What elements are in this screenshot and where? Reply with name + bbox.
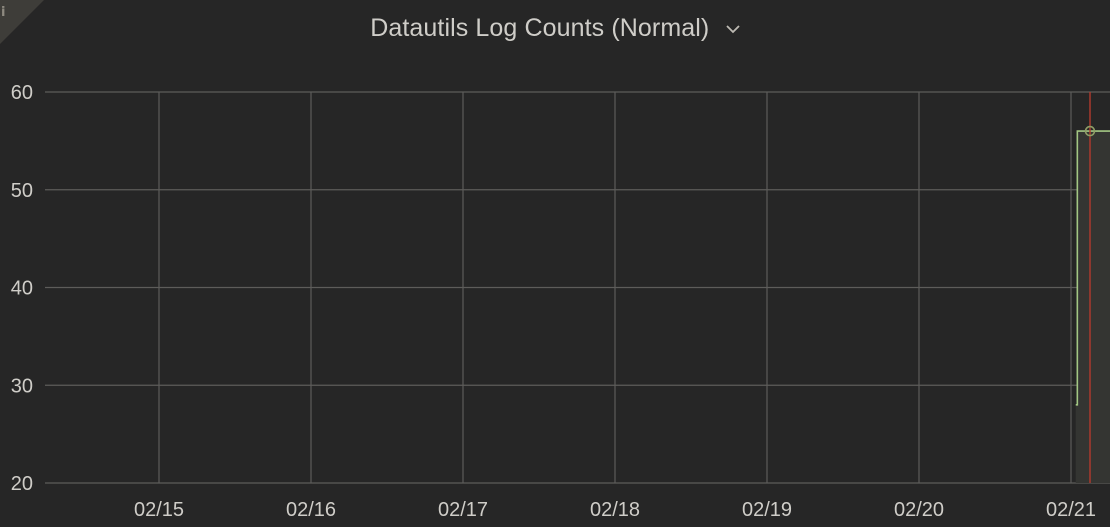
y-tick-label: 50 <box>11 180 33 202</box>
hover-point[interactable] <box>1084 125 1096 137</box>
x-tick-label: 02/19 <box>742 499 792 521</box>
x-tick-label: 02/20 <box>894 499 944 521</box>
y-tick-label: 20 <box>11 473 33 495</box>
series-lines <box>1075 130 1110 406</box>
x-axis-tick-labels: 02/15 02/16 02/17 02/18 02/19 02/20 02/21 <box>134 499 1096 521</box>
x-tick-label: 02/16 <box>286 499 336 521</box>
info-icon[interactable]: i <box>1 5 6 20</box>
y-tick-label: 40 <box>11 278 33 300</box>
y-tick-label: 60 <box>11 82 33 104</box>
chevron-down-icon[interactable] <box>726 25 740 34</box>
series-fill <box>1075 131 1110 483</box>
x-tick-label: 02/17 <box>438 499 488 521</box>
y-tick-label: 30 <box>11 375 33 397</box>
time-marker <box>1084 92 1096 483</box>
panel-title[interactable]: Datautils Log Counts (Normal) <box>370 14 710 42</box>
x-tick-label: 02/15 <box>134 499 184 521</box>
x-tick-label: 02/18 <box>590 499 640 521</box>
panel-corner-tag[interactable] <box>0 0 44 44</box>
x-tick-label: 02/21 <box>1046 499 1096 521</box>
panel-title-menu[interactable]: Datautils Log Counts (Normal) <box>0 14 1110 48</box>
y-grid-lines <box>45 91 1110 484</box>
series-line[interactable] <box>1075 130 1110 406</box>
series-area <box>1075 131 1110 483</box>
y-axis-tick-labels: 20 30 40 50 60 <box>11 82 33 495</box>
x-grid-lines <box>158 92 1072 483</box>
